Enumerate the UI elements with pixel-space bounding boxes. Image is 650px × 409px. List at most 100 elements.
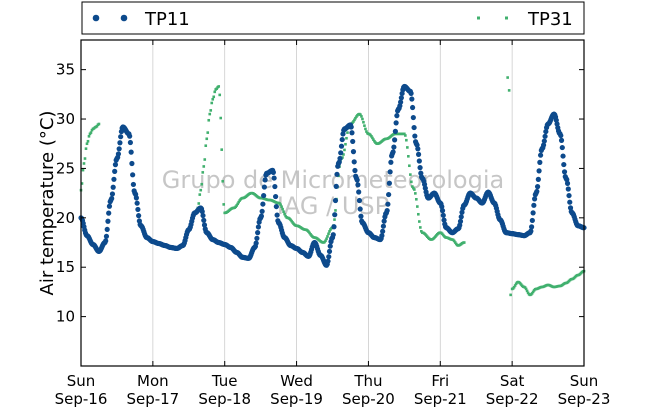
tp31-point bbox=[328, 230, 331, 233]
tp11-point bbox=[109, 191, 116, 197]
tp31-point bbox=[219, 116, 223, 120]
tp11-point bbox=[561, 169, 568, 175]
tp11-point bbox=[537, 152, 544, 158]
tp11-point bbox=[356, 197, 363, 204]
tp31-point bbox=[237, 200, 240, 204]
tp11-point bbox=[380, 228, 386, 234]
tp11-point bbox=[457, 218, 464, 224]
x-tick-label-day: Sun bbox=[570, 372, 599, 390]
tp11-point bbox=[535, 176, 541, 182]
tp11-point bbox=[356, 189, 362, 195]
tp11-point bbox=[261, 184, 267, 190]
tp11-point bbox=[326, 248, 333, 255]
legend-box bbox=[81, 1, 585, 35]
tp11-point bbox=[386, 191, 392, 198]
tp11-point bbox=[537, 159, 543, 165]
tp11-point bbox=[384, 208, 390, 214]
y-axis-ticks: 10 15 20 25 30 35 bbox=[56, 61, 584, 326]
tp31-point bbox=[405, 138, 408, 142]
tp11-point bbox=[273, 203, 279, 210]
tp11-point bbox=[105, 218, 111, 224]
tp11-point bbox=[415, 151, 422, 157]
tp31-point bbox=[206, 131, 210, 134]
tp31-point bbox=[525, 289, 529, 293]
tp11-point bbox=[106, 210, 112, 216]
tp11-point bbox=[326, 254, 332, 260]
tp31-point bbox=[462, 241, 466, 244]
tp31-point bbox=[353, 118, 356, 122]
tp11-point bbox=[201, 217, 207, 223]
tp11-point bbox=[338, 150, 344, 156]
tp31-point bbox=[279, 203, 282, 207]
tp11-point bbox=[565, 186, 571, 192]
tp11-point bbox=[541, 138, 547, 144]
tp11-point bbox=[531, 196, 538, 202]
tp11-point bbox=[115, 151, 122, 157]
tp11-point bbox=[351, 159, 357, 165]
y-axis-label: Air temperature (°C) bbox=[37, 111, 58, 296]
tp11-point bbox=[439, 208, 446, 214]
tp31-point bbox=[413, 188, 416, 191]
x-tick-label-day: Thu bbox=[353, 372, 382, 390]
tp31-point bbox=[222, 203, 226, 206]
tp11-point bbox=[561, 161, 567, 168]
tp31-point bbox=[234, 205, 237, 209]
tp31-point bbox=[346, 131, 349, 134]
tp11-point bbox=[130, 172, 136, 178]
x-tick-label-date: Sep-19 bbox=[270, 390, 323, 408]
tp31-point bbox=[372, 138, 375, 141]
tp11-point bbox=[199, 208, 205, 215]
tp31-point bbox=[415, 197, 418, 201]
y-tick-label: 25 bbox=[56, 159, 75, 177]
tp31-point bbox=[212, 95, 216, 99]
x-tick-label-date: Sep-20 bbox=[342, 390, 395, 408]
tp31-point bbox=[341, 156, 344, 159]
tp31-point bbox=[208, 112, 212, 116]
legend: TP11 TP31 bbox=[81, 1, 585, 35]
tp31-point bbox=[198, 193, 202, 196]
tp11-point bbox=[458, 214, 464, 220]
tp31-point bbox=[333, 218, 336, 221]
tp31-point bbox=[414, 192, 417, 195]
tp11-point bbox=[130, 181, 136, 188]
tp31-point bbox=[80, 182, 84, 185]
tp31-point bbox=[97, 122, 101, 126]
tp11-point bbox=[528, 228, 534, 234]
tp11-point bbox=[325, 258, 331, 264]
tp31-point bbox=[343, 148, 346, 152]
tp11-point bbox=[260, 201, 266, 207]
tp11-point bbox=[261, 192, 267, 199]
tp11-point bbox=[457, 222, 463, 228]
tp11-point bbox=[529, 217, 535, 224]
tp11-point bbox=[338, 143, 345, 149]
tp31-point bbox=[81, 168, 85, 172]
y-tick-label: 10 bbox=[56, 308, 75, 326]
x-tick-label-date: Sep-17 bbox=[126, 390, 179, 408]
x-tick-label-day: Fri bbox=[431, 372, 449, 390]
tp11-point bbox=[271, 175, 277, 181]
x-tick-label-day: Sat bbox=[500, 372, 525, 390]
tp11-point bbox=[103, 233, 110, 239]
tp31-point bbox=[523, 286, 527, 289]
tp11-point bbox=[398, 95, 404, 101]
tp11-point bbox=[388, 159, 394, 165]
tp31-point bbox=[361, 117, 364, 121]
tp11-point bbox=[332, 197, 339, 204]
tp31-point bbox=[334, 209, 337, 212]
tp31-point bbox=[420, 229, 423, 233]
tp31-point bbox=[342, 153, 345, 156]
tp11-point bbox=[411, 124, 417, 131]
tp11-point bbox=[392, 137, 398, 143]
tp11-point bbox=[110, 184, 116, 190]
watermark-line-1: Grupo de Micrometeorologia bbox=[162, 166, 504, 194]
tp11-point bbox=[334, 171, 340, 177]
tp11-point bbox=[390, 149, 396, 155]
tp11-point bbox=[118, 134, 124, 140]
tp11-point bbox=[560, 153, 566, 159]
tp31-point bbox=[506, 76, 509, 79]
y-tick-label: 35 bbox=[56, 61, 75, 79]
tp11-point bbox=[559, 144, 565, 151]
tp31-point bbox=[326, 235, 329, 238]
tp11-point bbox=[116, 146, 122, 152]
tp11-point bbox=[567, 199, 573, 205]
